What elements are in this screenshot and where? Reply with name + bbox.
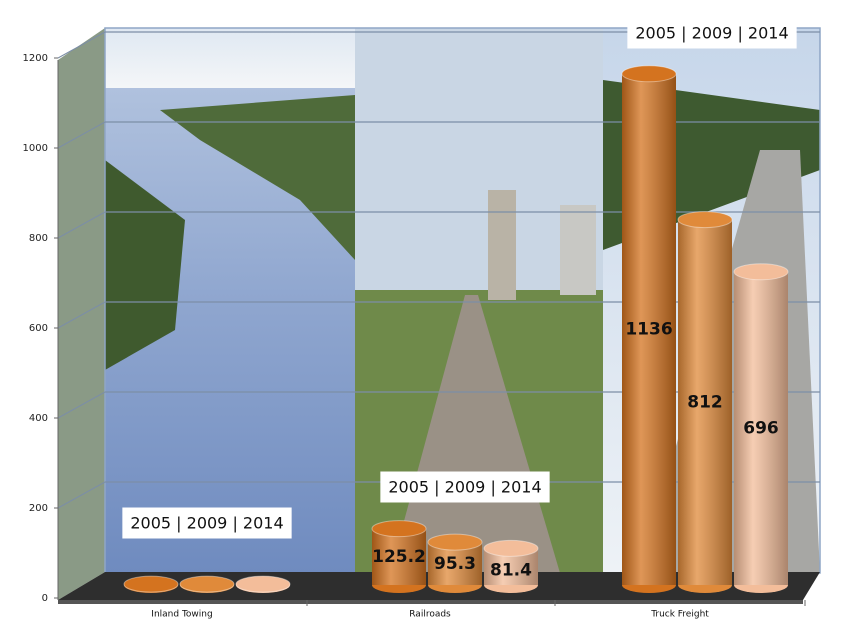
bar-shade — [678, 219, 732, 585]
x-tick-label-box — [406, 608, 455, 621]
grid-line-side — [57, 301, 106, 329]
bar-top — [733, 263, 789, 281]
bar-top — [371, 520, 427, 538]
side-wall — [58, 28, 105, 600]
panel-track — [390, 295, 560, 573]
value-label: 125.2 — [372, 547, 426, 567]
grid-line-side — [57, 121, 106, 149]
grid-line-side — [57, 391, 106, 419]
grid-line-side — [57, 481, 106, 509]
bar-top — [677, 211, 733, 229]
group-label: 2005 | 2009 | 2014 — [388, 478, 541, 497]
x-tick-label: Inland Towing — [151, 610, 212, 620]
y-tick-label: 600 — [29, 323, 48, 334]
value-label: 81.4 — [490, 560, 532, 580]
grid-line-side — [57, 211, 106, 239]
bar-top — [427, 533, 483, 551]
plot: 2005 | 2009 | 2014 125.2 95.3 81.4 2005 | 20… — [122, 17, 797, 593]
x-tick-label-box — [148, 608, 216, 621]
floor-edge — [58, 600, 803, 604]
panel-silo — [488, 190, 516, 300]
panel-hill — [160, 95, 355, 260]
x-tick-label: Truck Freight — [650, 610, 709, 620]
group-label-box — [627, 17, 797, 49]
bar-top — [179, 575, 235, 593]
bar-top — [235, 575, 291, 593]
y-tick-label: 1200 — [23, 53, 48, 64]
group-label-box — [380, 471, 550, 503]
bar-top — [621, 65, 677, 83]
bar-shade — [372, 528, 426, 585]
bar-top — [123, 575, 179, 593]
bar-shade — [622, 73, 676, 586]
bar-shade — [734, 271, 788, 585]
value-label: 1136 — [625, 319, 672, 339]
y-tick-label: 0 — [42, 593, 48, 604]
y-tick-label: 200 — [29, 503, 48, 514]
panel-silo — [560, 205, 596, 295]
y-tick-label: 800 — [29, 233, 48, 244]
value-label: 696 — [743, 418, 779, 438]
group-label: 2005 | 2009 | 2014 — [635, 24, 788, 43]
y-tick-label: 400 — [29, 413, 48, 424]
x-tick-label: Railroads — [409, 610, 451, 620]
bar-top — [483, 539, 539, 557]
panel-sky — [105, 28, 355, 88]
group-label: 2005 | 2009 | 2014 — [130, 514, 283, 533]
x-tick-label-box — [647, 608, 713, 621]
grid-line-side — [57, 31, 106, 59]
value-label: 812 — [687, 392, 723, 412]
group-label-box — [122, 507, 292, 539]
y-tick-label: 1000 — [23, 143, 48, 154]
value-label: 95.3 — [434, 554, 476, 574]
